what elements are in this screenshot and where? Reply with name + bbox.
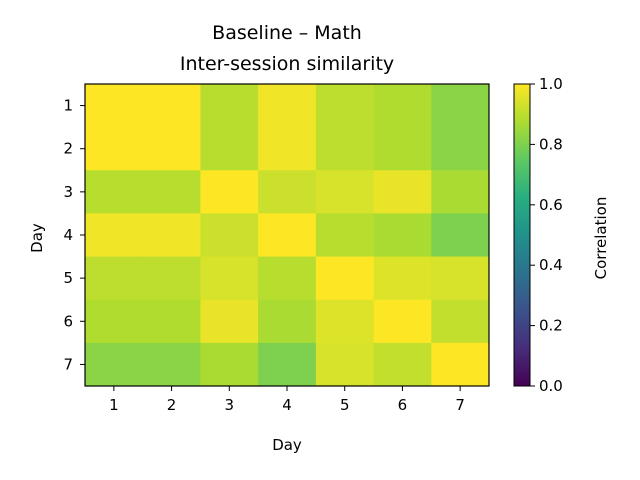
- heatmap-cell: [315, 342, 375, 387]
- heatmap-cell: [373, 170, 432, 214]
- heatmap-cell: [431, 127, 490, 171]
- heatmap-cell: [85, 256, 144, 301]
- heatmap-cell: [373, 127, 432, 171]
- colorbar-tick-label: 0.0: [539, 377, 563, 395]
- heatmap-cell: [373, 299, 432, 344]
- heatmap-cell: [85, 299, 144, 344]
- x-tick-label: 4: [282, 396, 292, 414]
- colorbar-tick-label: 0.2: [539, 317, 563, 335]
- heatmap-cell: [200, 170, 259, 214]
- heatmap-cell: [85, 342, 144, 387]
- heatmap-cell: [315, 170, 375, 214]
- heatmap-cell: [373, 84, 432, 128]
- heatmap-cell: [373, 256, 432, 301]
- heatmap-cell: [315, 299, 375, 344]
- heatmap-cell: [258, 170, 317, 214]
- heatmap-cell: [85, 213, 144, 258]
- heatmap-cell: [200, 127, 259, 171]
- chart-subtitle: Inter-session similarity: [180, 53, 394, 75]
- heatmap-cell: [431, 299, 490, 344]
- y-tick-label: 5: [63, 269, 73, 287]
- x-tick-label: 3: [225, 396, 235, 414]
- heatmap-cell: [315, 213, 375, 258]
- heatmap-cell: [258, 342, 317, 387]
- colorbar-tick-label: 0.4: [539, 256, 563, 274]
- heatmap-cell: [431, 213, 490, 258]
- heatmap-cell: [142, 84, 201, 128]
- y-tick-label: 2: [63, 140, 73, 158]
- x-tick-label: 7: [455, 396, 465, 414]
- heatmap-cell: [431, 84, 490, 128]
- heatmap-cell: [85, 127, 144, 171]
- x-axis-label: Day: [272, 436, 302, 454]
- heatmap-cell: [258, 84, 317, 128]
- x-tick-label: 2: [167, 396, 177, 414]
- colorbar-label: Correlation: [592, 197, 610, 280]
- y-axis-label: Day: [28, 223, 46, 253]
- y-axis-ticks: 1 2 3 4 5 6 7: [63, 97, 85, 373]
- x-tick-label: 5: [340, 396, 350, 414]
- heatmap-cell: [200, 256, 259, 301]
- heatmap-cell: [142, 299, 201, 344]
- heatmap-cell: [431, 342, 490, 387]
- x-axis-ticks: 1 2 3 4 5 6 7: [109, 386, 465, 414]
- chart-title: Baseline – Math: [212, 22, 362, 44]
- heatmap-cell: [258, 256, 317, 301]
- colorbar-tick-label: 0.6: [539, 196, 563, 214]
- heatmap-cell: [142, 170, 201, 214]
- y-tick-label: 1: [63, 97, 73, 115]
- heatmap-cell: [200, 342, 259, 387]
- heatmap-cell: [258, 127, 317, 171]
- heatmap-cell: [258, 299, 317, 344]
- heatmap-cell: [200, 213, 259, 258]
- y-tick-label: 3: [63, 183, 73, 201]
- heatmap-cell: [258, 213, 317, 258]
- heatmap-cell: [373, 213, 432, 258]
- heatmap-cell: [142, 127, 201, 171]
- heatmap-cell: [200, 84, 259, 128]
- heatmap-cell: [200, 299, 259, 344]
- heatmap-cell: [85, 84, 144, 128]
- heatmap-cell: [431, 256, 490, 301]
- x-tick-label: 1: [109, 396, 119, 414]
- heatmap-cell: [142, 256, 201, 301]
- colorbar-tick-label: 0.8: [539, 135, 563, 153]
- heatmap-cell: [142, 342, 201, 387]
- y-tick-label: 7: [63, 355, 73, 373]
- heatmap-cell: [315, 127, 375, 171]
- colorbar: [513, 83, 531, 387]
- y-tick-label: 4: [63, 226, 73, 244]
- colorbar-tick-label: 1.0: [539, 75, 563, 93]
- heatmap-cell: [315, 256, 375, 301]
- heatmap-cell: [85, 170, 144, 214]
- heatmap-cell: [315, 84, 375, 128]
- y-tick-label: 6: [63, 312, 73, 330]
- x-tick-label: 6: [398, 396, 408, 414]
- heatmap-cell: [142, 213, 201, 258]
- heatmap-cells: [85, 84, 490, 387]
- heatmap-cell: [373, 342, 432, 387]
- heatmap-cell: [431, 170, 490, 214]
- colorbar-ticks: 0.0 0.2 0.4 0.6 0.8 1.0: [530, 75, 563, 395]
